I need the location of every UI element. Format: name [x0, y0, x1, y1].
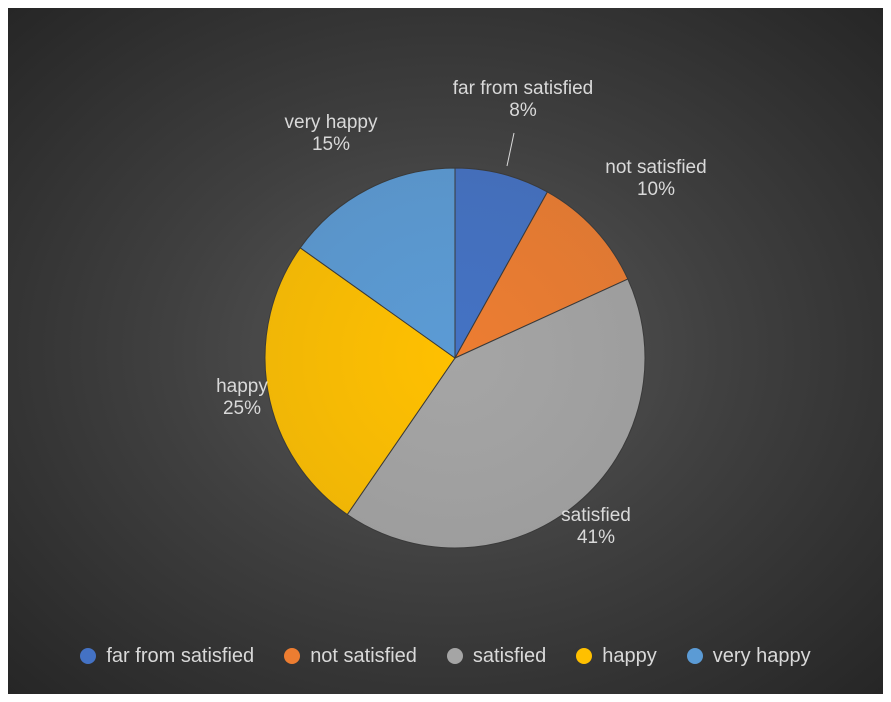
- legend-marker: [576, 648, 593, 664]
- legend-label: very happy: [712, 644, 811, 667]
- legend-marker: [446, 648, 463, 664]
- data-label-category: happy: [216, 376, 268, 397]
- data-label-percent: 8%: [509, 100, 537, 121]
- legend-label: satisfied: [472, 644, 547, 667]
- data-label-percent: 15%: [312, 134, 350, 155]
- pie-slice-far-from-satisfied: [454, 167, 549, 360]
- data-label-category: not satisfied: [605, 157, 706, 178]
- legend-item: happy: [576, 645, 657, 668]
- legend-item: very happy: [686, 644, 811, 668]
- chart-area: far from satisfied 8% not satisfied 10% sati…: [8, 8, 883, 694]
- pie-slice-very-happy: [299, 167, 456, 359]
- pie-slice-happy: [264, 247, 456, 516]
- data-label-percent: 10%: [637, 179, 675, 200]
- legend-label: far from satisfied: [106, 644, 255, 667]
- data-label-percent: 25%: [223, 398, 261, 419]
- pie-slice-satisfied: [346, 278, 646, 549]
- pie-slice-not-satisfied: [453, 191, 629, 360]
- legend-marker: [686, 648, 703, 664]
- legend-item: far from satisfied: [80, 645, 254, 668]
- leader-line: [506, 132, 515, 167]
- data-label-category: satisfied: [561, 505, 631, 526]
- legend-label: happy: [602, 644, 657, 667]
- legend-item: not satisfied: [284, 645, 417, 668]
- legend-label: not satisfied: [310, 644, 417, 667]
- legend-marker: [80, 648, 97, 664]
- data-label-percent: 41%: [577, 527, 615, 548]
- legend-item: satisfied: [446, 644, 547, 668]
- legend: far from satisfied not satisfied satisfied…: [8, 636, 883, 676]
- legend-marker: [284, 648, 301, 664]
- data-label-category: far from satisfied: [453, 78, 593, 99]
- data-label-category: very happy: [285, 112, 378, 133]
